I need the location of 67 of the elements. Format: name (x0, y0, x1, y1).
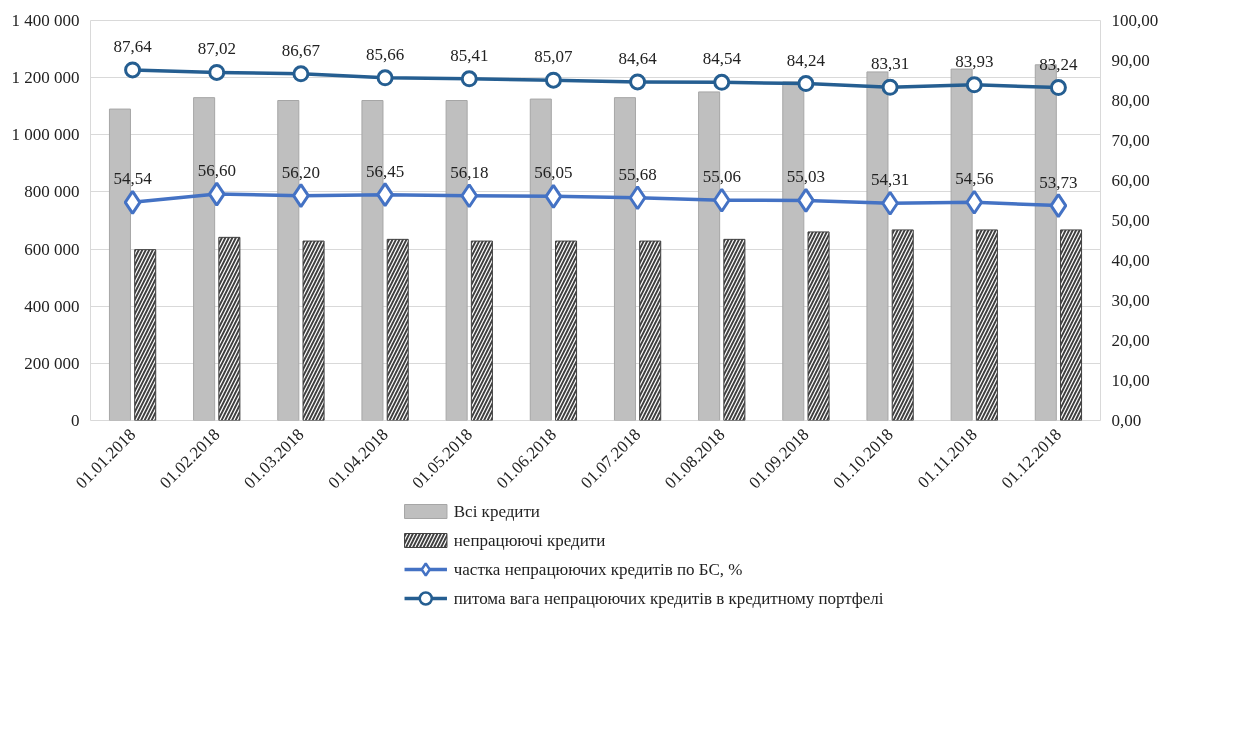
data-label: 87,02 (197, 39, 236, 59)
data-label: 55,68 (618, 164, 657, 184)
y-tick-label: 1 400 000 (11, 11, 80, 30)
data-label: 85,66 (365, 44, 405, 64)
data-label: 54,54 (113, 169, 153, 189)
data-label: 56,18 (450, 162, 489, 182)
y2-tick-label: 60,00 (1111, 171, 1150, 190)
data-label: 86,67 (281, 40, 321, 60)
point (460, 183, 479, 209)
y-tick-label: 200 000 (24, 353, 80, 373)
point (1049, 79, 1067, 97)
data-label: 83,24 (1039, 54, 1079, 74)
y2-tick-label: 70,00 (1111, 131, 1150, 150)
legend-label: частка непрацюючих кредитів по БС, % (453, 560, 743, 579)
point (1049, 193, 1068, 219)
data-label: 53,73 (1039, 172, 1078, 192)
point (544, 71, 562, 89)
data-label: 85,07 (534, 47, 574, 67)
y-tick-label: 0 (71, 411, 80, 430)
y2-tick-label: 50,00 (1111, 211, 1150, 230)
data-label: 85,41 (450, 45, 489, 65)
y2-tick-label: 100,00 (1111, 11, 1159, 30)
y-tick-label: 600 000 (24, 239, 80, 259)
point (376, 69, 394, 87)
y2-tick-label: 10,00 (1111, 371, 1150, 390)
legend-label: Всі кредити (453, 502, 540, 521)
data-label: 84,64 (618, 48, 658, 68)
y2-tick-label: 30,00 (1111, 291, 1150, 310)
data-label: 54,31 (870, 170, 910, 190)
point (208, 63, 226, 81)
point (712, 187, 731, 213)
point (965, 189, 984, 215)
point (124, 61, 142, 79)
data-label: 55,06 (702, 167, 741, 187)
point (628, 185, 647, 211)
point (123, 189, 142, 215)
point (544, 183, 563, 209)
data-label: 56,45 (365, 161, 405, 181)
y2-tick-label: 0,00 (1111, 411, 1142, 430)
y-tick-label: 1 000 000 (11, 125, 80, 145)
y2-tick-label: 90,00 (1111, 51, 1150, 70)
data-label: 84,24 (786, 50, 826, 70)
y-tick-label: 400 000 (24, 296, 80, 316)
point (460, 70, 478, 88)
data-label: 56,20 (281, 162, 321, 182)
point (965, 76, 983, 94)
point (292, 65, 310, 83)
data-label: 56,05 (534, 163, 573, 183)
data-label: 83,93 (955, 51, 994, 71)
y-tick-label: 1 200 000 (11, 68, 80, 88)
data-label: 87,64 (113, 36, 153, 56)
point (713, 73, 731, 91)
data-label: 83,31 (870, 54, 910, 74)
point (629, 73, 647, 91)
data-label: 54,56 (955, 169, 994, 189)
y-tick-label: 800 000 (24, 182, 80, 202)
y2-tick-label: 80,00 (1111, 91, 1150, 110)
y2-tick-label: 40,00 (1111, 251, 1150, 270)
legend-label: питома вага непрацюючих кредитів в кредитному портфелі (453, 589, 884, 608)
y2-tick-label: 20,00 (1111, 331, 1150, 350)
data-label: 56,60 (197, 161, 236, 181)
legend-label: непрацюючі кредити (453, 531, 606, 550)
point (797, 75, 815, 93)
point (207, 181, 226, 207)
data-label: 55,03 (786, 167, 826, 187)
data-label: 84,54 (702, 49, 742, 69)
point (881, 78, 899, 96)
